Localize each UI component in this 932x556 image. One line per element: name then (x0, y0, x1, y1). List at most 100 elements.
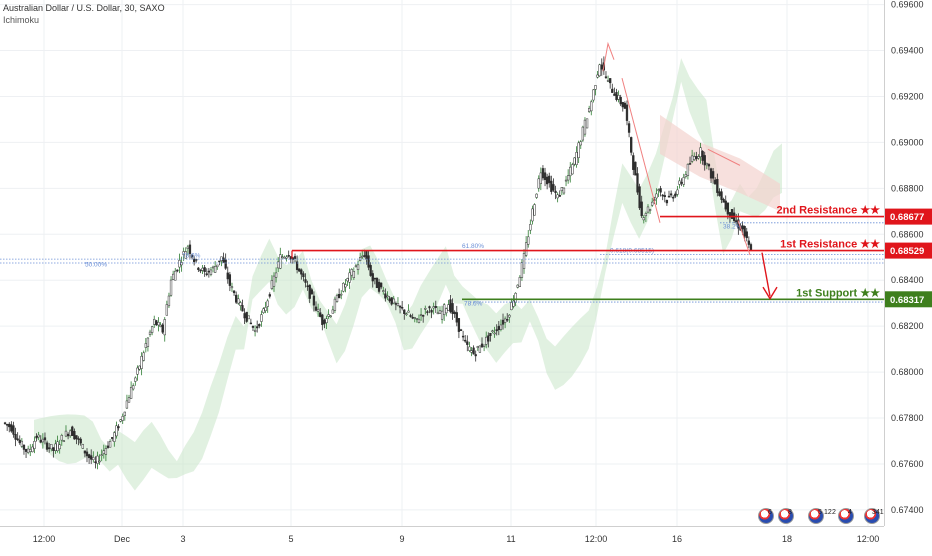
candle-body (636, 173, 639, 193)
candle-body (571, 164, 574, 175)
candle-body (369, 265, 372, 276)
candle-body (501, 319, 505, 325)
arrow-line (761, 252, 771, 297)
price-tick: 0.69600 (891, 0, 924, 10)
candle-body (104, 448, 108, 455)
candle-body (690, 155, 694, 162)
candle-body (268, 294, 271, 297)
candle-body (125, 400, 129, 409)
time-scale[interactable]: 12:00 Dec 3 5 9 11 12:00 16 18 12:00 (0, 526, 884, 551)
candle-body (747, 240, 750, 245)
candle-body (529, 224, 532, 231)
candle-body (308, 284, 311, 299)
candle-body (144, 343, 147, 348)
candle-body (361, 255, 364, 258)
candle-body (598, 64, 601, 77)
candle-body (377, 281, 381, 292)
plot-area[interactable]: 78.6%50.00%61.80%0.618(0.68515)38.2%78.6… (0, 0, 884, 526)
level-label: 2nd Resistance ★★ (777, 205, 881, 217)
candle-body (554, 190, 557, 194)
flag-icon[interactable] (758, 508, 774, 524)
candle-body (531, 208, 534, 222)
flag-icon[interactable] (778, 508, 794, 524)
candle-body (426, 311, 429, 313)
candle-body (680, 182, 683, 184)
candle-body (497, 326, 500, 331)
candle-body (45, 442, 49, 450)
price-scale[interactable]: 0.69600 0.69400 0.69200 0.69000 0.68800 0.686… (884, 0, 932, 526)
candle-body (594, 85, 597, 90)
candle-body (340, 293, 343, 296)
sr-levels: 2nd Resistance ★★ 1st Resistance ★★ 1st Su… (291, 205, 884, 301)
price-tick: 0.69000 (891, 137, 924, 147)
candle-body (43, 437, 47, 441)
candle-body (163, 319, 166, 336)
candle-body (279, 254, 282, 269)
candle-body (573, 157, 576, 165)
candle-body (253, 329, 257, 332)
candle-body (674, 193, 677, 197)
candle-body (50, 444, 53, 450)
candle-body (102, 450, 105, 454)
event-count: 8 (788, 509, 792, 516)
candle-body (129, 386, 133, 399)
candle-body (527, 236, 530, 245)
candle-body (29, 449, 32, 452)
candle-body (428, 306, 431, 309)
candle-body (464, 339, 467, 342)
candle-body (440, 310, 444, 320)
candle-body (62, 440, 66, 443)
candle-body (356, 264, 360, 271)
candle-body (66, 433, 70, 437)
candle-body (560, 187, 563, 192)
candle-body (390, 297, 393, 305)
candle-body (380, 282, 383, 288)
candle-body (365, 250, 368, 260)
candle-body (222, 257, 225, 263)
candle-body (613, 93, 616, 96)
candle-body (663, 195, 666, 198)
candle-body (384, 293, 387, 299)
time-tick: 11 (506, 534, 515, 544)
candle-body (482, 344, 486, 347)
candle-body (295, 261, 299, 270)
candle-body (743, 226, 746, 237)
candle-body (722, 199, 725, 203)
candle-body (281, 256, 284, 258)
price-tag-text: 0.68317 (890, 295, 924, 306)
candle-body (258, 324, 261, 327)
candle-body (16, 438, 19, 441)
price-tick: 0.69200 (891, 91, 924, 101)
candle-body (474, 354, 477, 357)
candle-body (310, 289, 313, 295)
candle-body (228, 274, 232, 286)
candle-body (432, 306, 435, 309)
candle-body (8, 423, 11, 428)
candle-body (388, 298, 391, 302)
candle-body (447, 304, 450, 311)
price-tag-text: 0.68677 (890, 212, 924, 223)
candle-body (396, 303, 400, 306)
event-count: 4 (848, 509, 852, 516)
price-tick: 0.69400 (891, 46, 924, 56)
candle-body (401, 307, 404, 309)
candle-body (665, 200, 669, 204)
candle-body (302, 273, 305, 278)
candle-body (468, 346, 471, 351)
flag-icon[interactable] (808, 508, 824, 524)
candle-body (644, 213, 648, 217)
candle-body (405, 313, 408, 316)
flag-icon[interactable] (838, 508, 854, 524)
arrow-line (737, 220, 751, 256)
candle-body (567, 175, 570, 181)
flag-icon[interactable] (864, 508, 880, 524)
candle-body (476, 346, 479, 348)
indicator-label: Ichimoku (3, 15, 40, 25)
candle-body (146, 337, 150, 347)
candle-body (514, 292, 517, 303)
level-label: 1st Resistance ★★ (780, 239, 880, 251)
candle-body (363, 255, 366, 257)
candle-body (735, 220, 738, 223)
candle-body (12, 425, 15, 435)
